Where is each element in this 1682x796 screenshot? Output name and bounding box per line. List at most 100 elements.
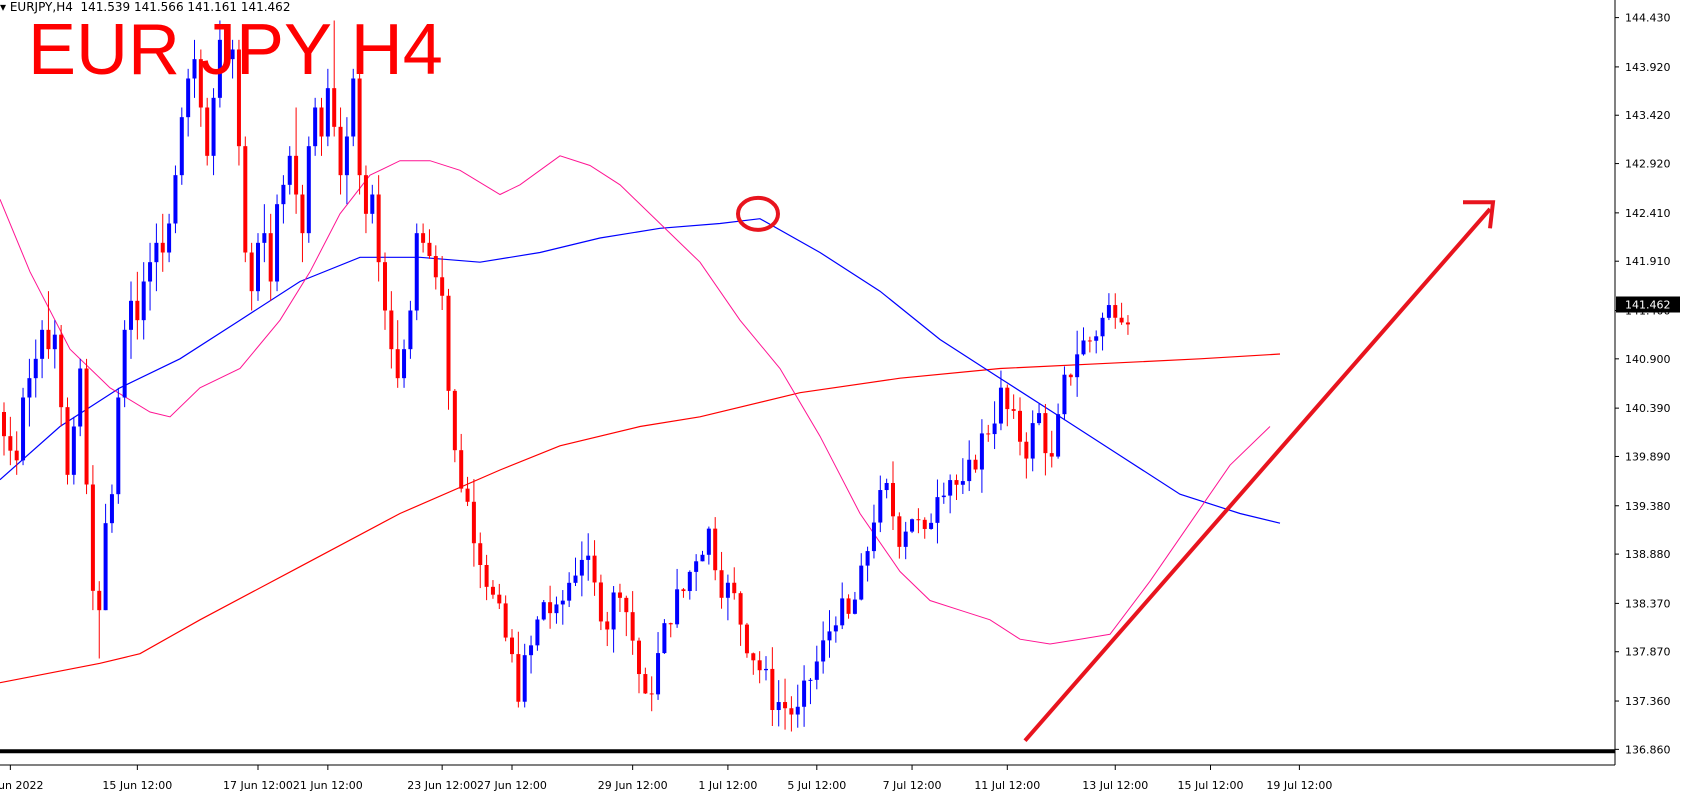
candle-body [960,481,965,485]
x-tick-label: 23 Jun 12:00 [407,779,477,792]
candle-body [224,39,229,60]
x-tick-label: 15 Jun 12:00 [102,779,172,792]
candle [630,591,635,655]
candle-body [256,242,260,292]
candle-body [579,559,584,576]
candle [230,39,235,79]
candle [1106,293,1111,321]
candle [522,643,527,708]
candle-body [395,349,400,379]
candle-body [103,523,108,611]
candle [319,97,324,156]
candle [1081,327,1086,356]
candle-body [497,594,502,604]
candle-body [1037,413,1042,424]
candle-body [897,516,902,547]
candle-body [236,49,241,147]
candle [973,454,978,473]
candle [516,631,521,708]
candle-body [109,494,114,524]
candle-body [567,582,572,601]
candle-body [167,223,172,253]
candle [719,551,724,609]
candle [592,540,597,596]
candle-body [979,433,984,470]
candle-body [1125,322,1130,325]
candle-body [954,480,959,485]
candle-body [14,450,19,461]
candle [808,678,813,705]
candle-body [459,450,464,489]
candle [275,194,280,292]
candle [891,461,895,531]
candle-body [713,528,718,571]
candle [243,136,248,263]
candle [294,107,299,214]
candle [440,256,445,311]
candle [465,476,470,507]
candle-body [452,390,457,451]
candle [535,616,540,651]
candle [262,204,267,263]
candle-body [637,640,641,675]
candle [624,595,629,637]
candle-body [1062,374,1067,415]
candle-body [135,300,140,321]
candle [706,526,711,565]
y-tick-label: 143.420 [1625,109,1671,122]
candle-body [1087,340,1092,342]
candle [389,291,394,369]
y-tick-label: 137.360 [1625,695,1671,708]
candle-body [383,262,387,311]
candle-body [471,501,476,544]
candle [1005,384,1010,427]
candle [2,402,6,456]
candle [129,281,133,359]
candle-body [90,484,95,591]
candle [846,594,851,619]
candle-body [186,78,191,118]
candle [986,424,991,442]
candle-body [998,387,1003,424]
candle-body [1075,354,1080,378]
candle-body [611,592,616,630]
candle [948,474,953,514]
y-tick-label: 140.900 [1625,353,1671,366]
candle-body [294,155,299,195]
candle-body [160,242,165,253]
x-tick-label: 13 Jun 2022 [0,779,43,792]
current-price-label: 141.462 [1625,299,1671,312]
candle-body [389,310,394,350]
candle-body [27,378,32,398]
candle [662,619,667,654]
candle-body [198,59,203,108]
candle [21,387,26,466]
candle-body [675,589,680,625]
y-tick-label: 138.880 [1625,548,1671,561]
candle-body [548,602,553,614]
candle-body [516,654,521,702]
candle [503,595,508,642]
ma-slow-line [0,353,1281,684]
candle [357,68,362,195]
candle-body [662,623,667,654]
candle-body [97,590,102,611]
candle-body [1043,413,1048,454]
candle [281,175,286,224]
candle [967,440,972,492]
candle [351,68,356,147]
candle-body [1018,410,1022,442]
candle-body [217,39,222,98]
candle [52,320,57,369]
y-tick-label: 136.860 [1625,743,1671,756]
candle-body [357,78,362,176]
candle [852,591,857,615]
candle [929,513,934,530]
candle-body [71,426,76,475]
candle [935,479,940,544]
x-tick-label: 29 Jun 12:00 [598,779,668,792]
candle-body [408,310,413,350]
y-tick-label: 137.870 [1625,646,1671,659]
candle [833,616,838,643]
candle-body [643,674,648,694]
